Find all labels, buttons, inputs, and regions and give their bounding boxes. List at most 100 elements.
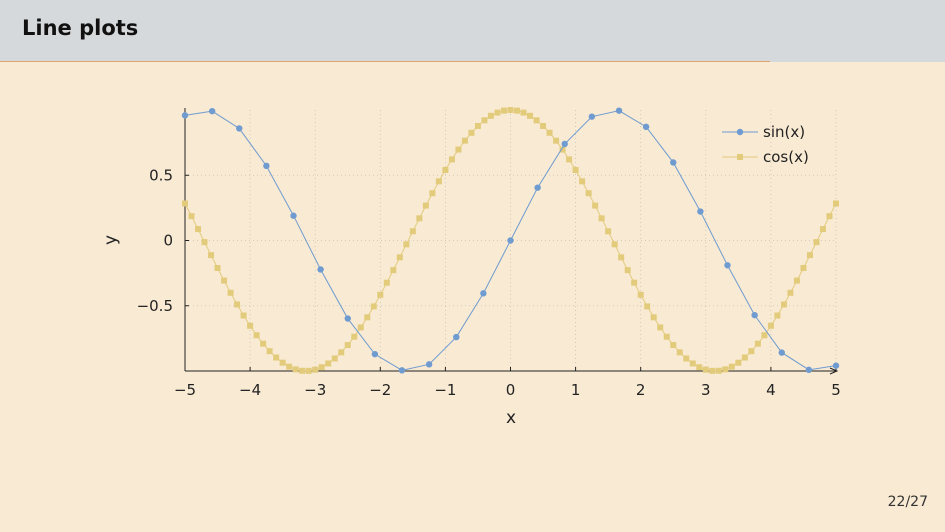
cos-series-marker <box>605 228 612 235</box>
x-tick-label: 1 <box>571 381 581 399</box>
sin-series-marker <box>832 362 840 369</box>
sin-series-marker <box>453 333 460 341</box>
cos-series-marker <box>260 340 267 347</box>
tick-labels: −5 −4 −3 −2 −1 0 1 2 3 4 5 −0.5 0 0.5 <box>137 166 841 399</box>
cos-series-marker <box>514 107 521 114</box>
cos-series-marker <box>793 277 800 284</box>
sin-series-marker <box>534 184 541 191</box>
cos-series-marker <box>481 117 488 124</box>
cos-series-marker <box>618 254 625 261</box>
cos-series-marker <box>644 303 651 310</box>
y-tick-label: 0.5 <box>149 166 173 184</box>
x-tick-label: −3 <box>304 381 326 399</box>
cos-series-marker <box>279 359 286 366</box>
cos-series-marker <box>650 314 657 321</box>
x-axis-label: x <box>506 408 516 428</box>
legend-sin-marker <box>736 128 744 136</box>
cos-series-marker <box>442 166 449 173</box>
cos-series-marker <box>253 332 260 339</box>
x-tick-label: −2 <box>369 381 391 399</box>
legend: sin(x) cos(x) <box>722 123 809 166</box>
sin-series-marker <box>507 237 514 244</box>
legend-cos-marker <box>737 154 743 160</box>
x-tick-label: −5 <box>174 381 196 399</box>
cos-series-marker <box>579 178 586 185</box>
sin-series-marker <box>398 367 406 374</box>
cos-series-marker <box>494 109 501 116</box>
x-tick-label: 0 <box>506 381 516 399</box>
cos-series-marker <box>702 366 709 373</box>
cos-series-marker <box>520 109 527 116</box>
cos-series-marker <box>448 156 455 163</box>
cos-series-marker <box>247 322 254 329</box>
x-tick-label: −4 <box>239 381 261 399</box>
cos-series-marker <box>533 117 540 124</box>
cos-series-marker <box>305 367 312 374</box>
cos-series-marker <box>357 324 364 331</box>
cos-series-marker <box>292 366 299 373</box>
cos-series-marker <box>507 107 514 113</box>
y-tick-label: 0 <box>163 232 173 250</box>
sin-series-marker <box>181 112 189 119</box>
sin-series-marker <box>670 159 677 166</box>
cos-series-marker <box>338 349 345 356</box>
cos-series-marker <box>559 146 566 153</box>
sin-series-marker <box>805 366 813 374</box>
cos-series-marker <box>273 354 280 361</box>
slide-header <box>0 0 945 62</box>
cos-series-marker <box>767 322 774 329</box>
x-axis-arrow <box>829 367 839 375</box>
y-axis-label: y <box>101 235 121 245</box>
cos-series-marker <box>461 137 468 144</box>
cos-series-marker <box>722 366 729 373</box>
cos-series-marker <box>748 348 755 355</box>
cos-series-marker <box>227 289 234 296</box>
cos-series-marker <box>351 333 358 340</box>
sin-series-marker <box>615 107 623 114</box>
cos-series-marker <box>299 367 306 374</box>
header-rule <box>0 61 770 62</box>
cos-series-marker <box>696 364 703 371</box>
cos-series-marker <box>422 202 429 209</box>
cos-series-marker <box>435 178 442 185</box>
cos-series-marker <box>474 122 481 129</box>
cos-series-marker <box>566 156 573 163</box>
cos-series-marker <box>318 364 325 371</box>
y-tick-label: −0.5 <box>137 297 173 315</box>
cos-series-marker <box>240 312 247 319</box>
cos-series-marker <box>390 267 397 274</box>
cos-series-marker <box>833 200 839 207</box>
sin-series-marker <box>778 349 785 356</box>
cos-series-marker <box>774 312 781 319</box>
page-number: 22/27 <box>887 494 928 510</box>
cos-series-marker <box>403 241 410 248</box>
cos-series-marker <box>754 340 761 347</box>
cos-series-marker <box>325 360 332 367</box>
cos-series-marker <box>631 279 638 286</box>
cos-series-marker <box>487 112 494 119</box>
cos-series-marker <box>214 265 221 272</box>
cos-series-marker <box>761 332 768 339</box>
cos-series-marker <box>787 289 794 296</box>
sin-series-marker <box>724 262 731 269</box>
cos-series-marker <box>670 342 677 349</box>
legend-cos-label: cos(x) <box>763 148 809 166</box>
cos-series-marker <box>819 226 826 233</box>
cos-series-marker <box>377 291 384 298</box>
cos-series-marker <box>683 355 690 362</box>
cos-series-marker <box>800 265 807 272</box>
cos-series-marker <box>624 267 631 274</box>
x-tick-label: 5 <box>831 381 841 399</box>
x-tick-label: 4 <box>766 381 776 399</box>
cos-series-marker <box>540 122 547 129</box>
cos-series-marker <box>657 324 664 331</box>
sin-series-marker <box>290 212 297 219</box>
cos-series-marker <box>201 239 208 246</box>
cos-series-marker <box>396 254 403 261</box>
cos-series-marker <box>709 367 716 374</box>
sin-series-marker <box>236 125 243 132</box>
sin-series-marker <box>425 361 433 368</box>
x-tick-label: −1 <box>434 381 456 399</box>
cos-series-marker <box>611 241 618 248</box>
